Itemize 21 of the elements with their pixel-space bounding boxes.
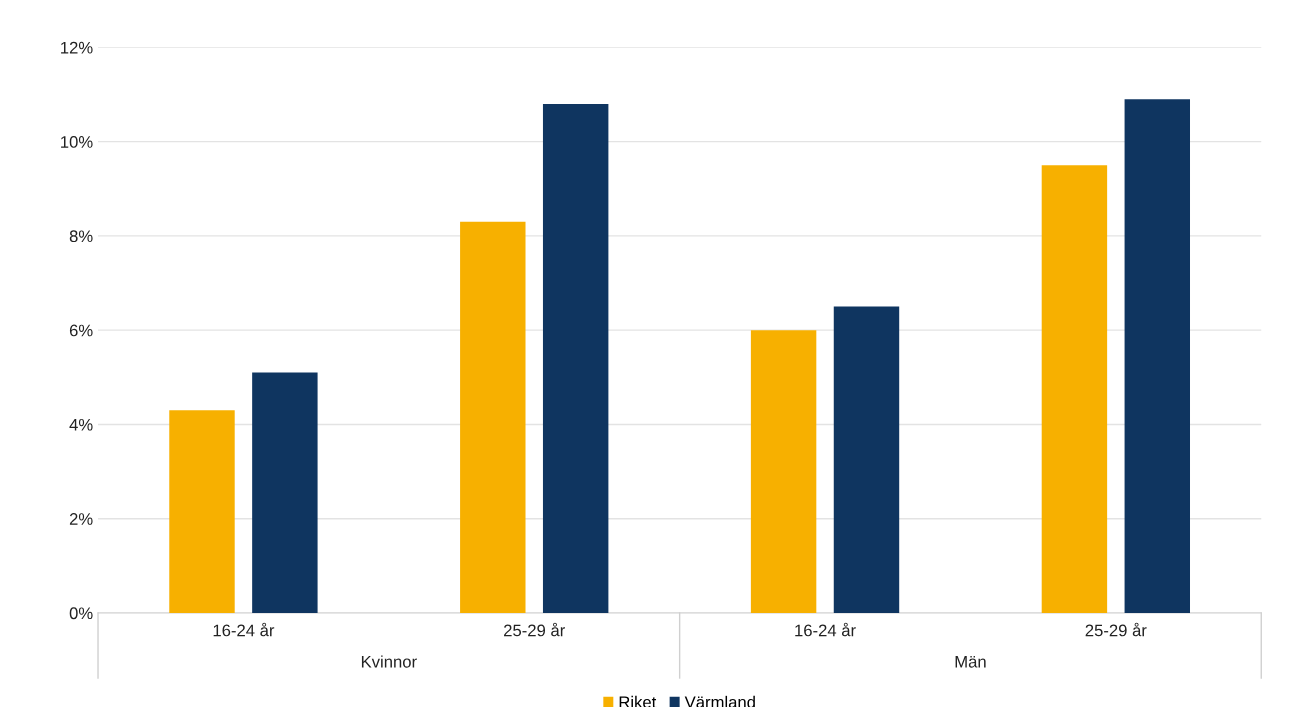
bar bbox=[1041, 165, 1108, 613]
y-tick-label: 0% bbox=[69, 607, 93, 620]
text: Kvinnor bbox=[361, 655, 417, 668]
y-tick-label: 8% bbox=[69, 230, 93, 243]
bar bbox=[750, 330, 817, 613]
bar bbox=[460, 221, 526, 613]
x-tick-label: 16-24 år bbox=[213, 622, 275, 637]
x-tick-label: 16-24 år bbox=[795, 622, 856, 637]
bar bbox=[833, 306, 900, 613]
x-tick-label: 25-29 år bbox=[504, 622, 565, 637]
y-tick-label: 2% bbox=[69, 513, 93, 525]
bar bbox=[169, 410, 235, 613]
y-tick-label: 10% bbox=[61, 136, 93, 148]
y-tick-label: 4% bbox=[69, 418, 93, 431]
x-tick-label: 25-29 år bbox=[1085, 622, 1147, 637]
bar bbox=[542, 103, 609, 613]
bar bbox=[1124, 99, 1191, 613]
y-tick-label: 6% bbox=[69, 324, 93, 337]
y-tick-label: 12% bbox=[61, 41, 93, 54]
bar bbox=[252, 372, 318, 613]
text: Män bbox=[955, 656, 986, 668]
